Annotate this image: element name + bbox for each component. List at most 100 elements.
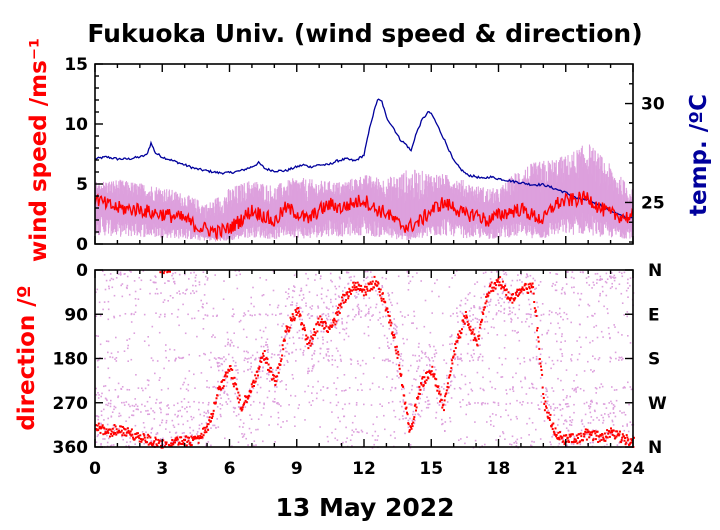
- direction-bg-point: [589, 422, 592, 424]
- direction-bg-point: [307, 385, 310, 387]
- direction-bg-point: [388, 347, 391, 349]
- direction-bg-point: [543, 402, 546, 404]
- direction-bg-point: [544, 362, 547, 365]
- direction-bg-point: [449, 420, 452, 423]
- direction-bg-point: [488, 282, 491, 285]
- direction-bg-point: [615, 399, 618, 402]
- direction-bg-point: [267, 348, 269, 351]
- direction-bg-point: [561, 335, 563, 338]
- direction-bg-point: [117, 351, 119, 353]
- direction-bg-point: [573, 277, 575, 280]
- direction-bg-point: [525, 313, 528, 315]
- direction-point: [625, 441, 628, 444]
- direction-bg-point: [313, 352, 315, 355]
- direction-bg-point: [465, 413, 467, 416]
- direction-point: [574, 440, 577, 443]
- direction-point: [138, 440, 141, 443]
- direction-bg-point: [561, 353, 563, 355]
- direction-bg-point: [96, 435, 99, 438]
- direction-point: [430, 373, 433, 376]
- direction-bg-point: [219, 389, 222, 392]
- direction-point: [229, 365, 232, 367]
- direction-point: [147, 443, 150, 446]
- direction-bg-point: [117, 396, 119, 399]
- direction-bg-point: [292, 377, 294, 380]
- direction-bg-point: [186, 288, 188, 291]
- direction-bg-point: [193, 400, 195, 403]
- direction-point: [514, 297, 517, 300]
- direction-bg-point: [260, 355, 262, 358]
- direction-bg-point: [198, 424, 201, 426]
- direction-bg-point: [235, 369, 237, 372]
- direction-bg-point: [618, 356, 621, 359]
- direction-bg-point: [351, 445, 353, 447]
- direction-point: [583, 433, 586, 436]
- direction-point: [434, 384, 437, 387]
- direction-bg-point: [227, 398, 230, 400]
- direction-bg-point: [173, 426, 176, 428]
- direction-bg-point: [412, 413, 414, 416]
- direction-bg-point: [564, 340, 566, 342]
- direction-bg-point: [562, 438, 565, 440]
- direction-bg-point: [155, 433, 157, 436]
- direction-bg-point: [502, 270, 505, 273]
- direction-bg-point: [436, 279, 438, 281]
- direction-bg-point: [334, 359, 336, 362]
- direction-bg-point: [334, 285, 336, 288]
- direction-point: [592, 438, 595, 441]
- direction-bg-point: [364, 270, 367, 273]
- direction-point: [567, 439, 570, 442]
- direction-point: [322, 321, 325, 323]
- direction-bg-point: [552, 390, 555, 392]
- direction-bg-point: [497, 404, 500, 406]
- direction-bg-point: [530, 308, 532, 310]
- direction-point: [374, 283, 377, 286]
- direction-bg-point: [196, 433, 198, 435]
- direction-bg-point: [464, 302, 467, 305]
- direction-bg-point: [191, 317, 193, 320]
- direction-bg-point: [618, 271, 621, 273]
- direction-point: [478, 326, 481, 329]
- direction-bg-point: [162, 443, 165, 446]
- direction-point: [418, 385, 421, 388]
- direction-point: [402, 385, 405, 388]
- direction-bg-point: [441, 312, 444, 315]
- direction-bg-point: [222, 375, 225, 378]
- direction-bg-point: [483, 285, 486, 288]
- direction-point: [233, 376, 236, 379]
- direction-bg-point: [385, 315, 387, 318]
- direction-point: [302, 324, 305, 327]
- direction-bg-point: [495, 439, 497, 441]
- direction-bg-point: [355, 314, 357, 316]
- direction-point: [304, 329, 306, 332]
- direction-bg-point: [512, 376, 514, 379]
- direction-point: [247, 396, 250, 399]
- direction-point: [152, 441, 155, 444]
- direction-point: [452, 356, 454, 359]
- direction-bg-point: [514, 313, 517, 316]
- direction-point: [188, 442, 191, 445]
- direction-bg-point: [555, 312, 557, 314]
- direction-bg-point: [207, 416, 210, 419]
- direction-point: [202, 427, 204, 430]
- direction-point: [474, 337, 477, 340]
- direction-bg-point: [609, 360, 611, 363]
- direction-point: [245, 401, 248, 404]
- direction-point: [369, 289, 371, 292]
- direction-bg-point: [182, 292, 184, 294]
- direction-bg-point: [127, 360, 129, 362]
- direction-bg-point: [526, 318, 528, 320]
- direction-bg-point: [262, 407, 265, 409]
- direction-bg-point: [109, 356, 111, 358]
- direction-bg-point: [266, 346, 269, 348]
- direction-bg-point: [398, 361, 401, 364]
- direction-bg-point: [481, 359, 484, 362]
- direction-bg-point: [376, 439, 379, 441]
- direction-point: [582, 439, 584, 442]
- direction-bg-point: [219, 403, 221, 405]
- direction-bg-point: [553, 409, 555, 411]
- direction-point: [314, 331, 317, 334]
- direction-bg-point: [443, 388, 445, 390]
- direction-bg-point: [106, 434, 108, 437]
- direction-bg-point: [539, 377, 542, 379]
